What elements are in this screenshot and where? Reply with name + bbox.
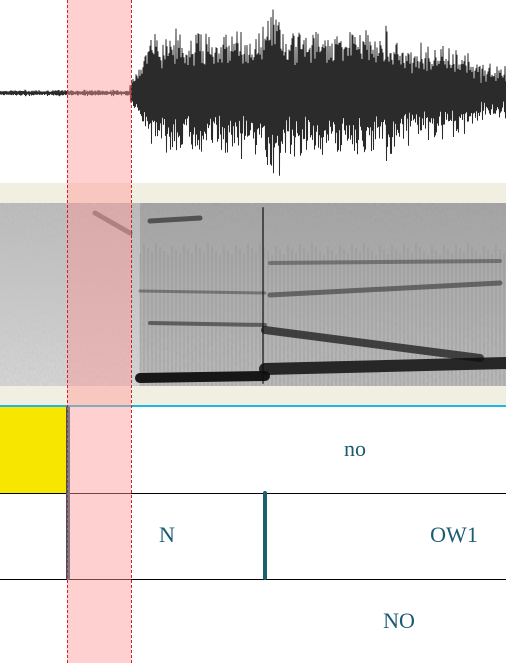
tier-divider — [0, 493, 506, 494]
interval-boundary[interactable] — [66, 406, 70, 580]
tier-phone-label-ow1[interactable]: OW1 — [430, 522, 478, 547]
highlighted-interval[interactable] — [0, 407, 67, 493]
interval-boundary[interactable] — [263, 491, 267, 580]
tier-divider — [0, 579, 506, 580]
tier-word-label[interactable]: no — [344, 436, 366, 461]
waveform-panel[interactable] — [0, 0, 506, 183]
selection-start-edge[interactable] — [67, 0, 68, 663]
time-selection[interactable] — [67, 0, 131, 663]
tier-phone-label-n[interactable]: N — [159, 522, 175, 547]
annotation-tiers — [0, 405, 506, 663]
waveform-graph — [0, 9, 506, 176]
tier-top-border — [0, 405, 506, 407]
spectrogram-image — [0, 203, 506, 386]
tier-upper-label[interactable]: NO — [383, 608, 415, 633]
selection-end-edge[interactable] — [131, 0, 132, 663]
